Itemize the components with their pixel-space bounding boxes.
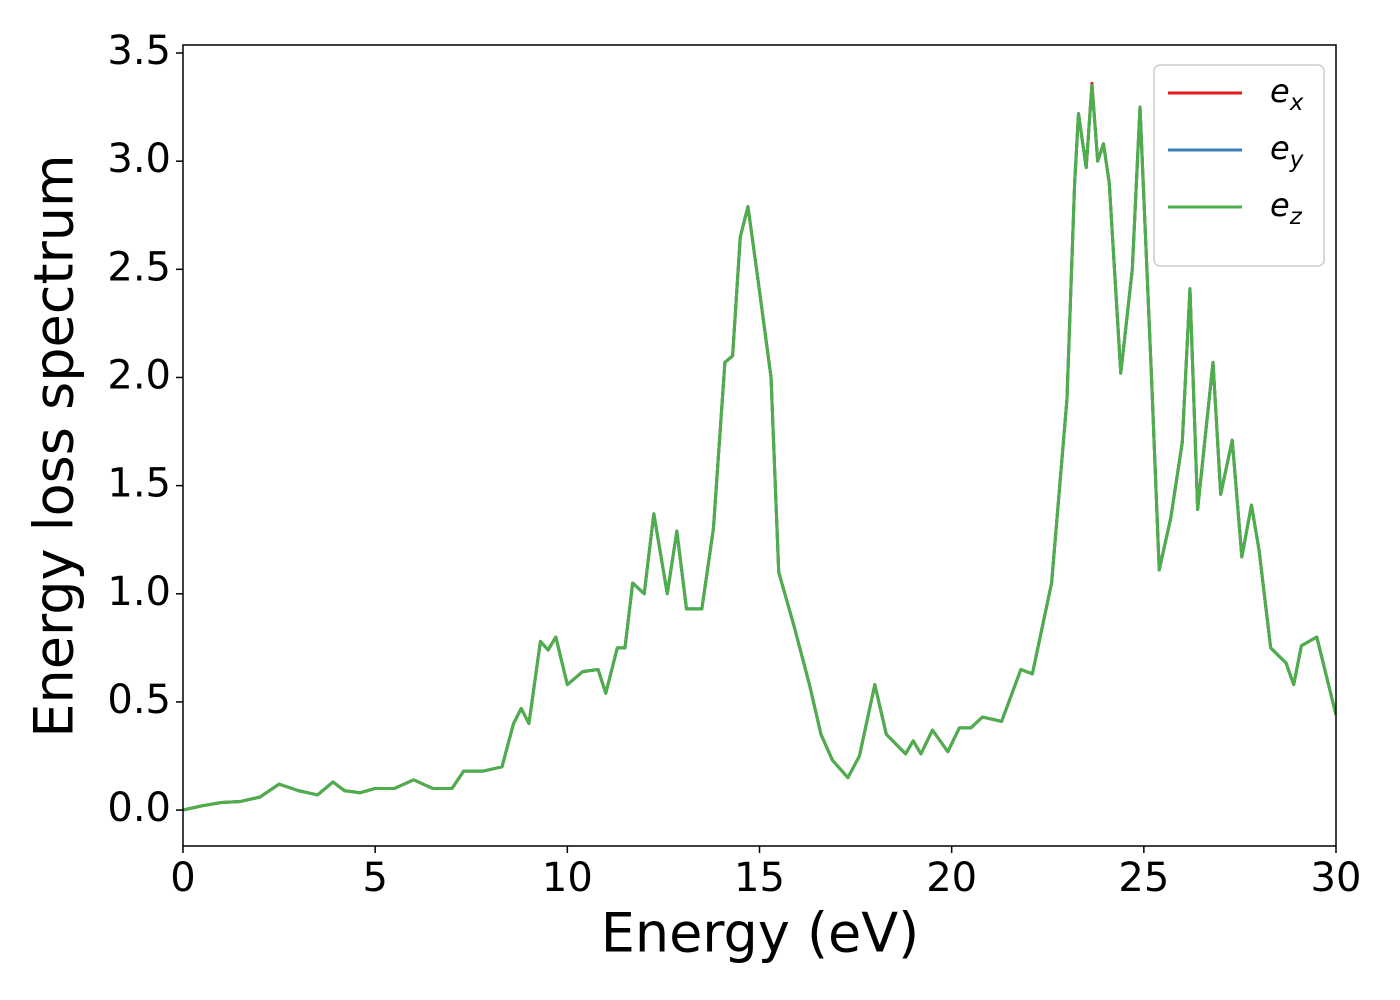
x-tick-label: 20 [926,855,977,901]
x-tick-label: 5 [362,855,387,901]
x-tick-label: 25 [1118,855,1169,901]
legend-box [1153,64,1325,267]
x-tick-label: 15 [734,855,785,901]
series-line [183,83,1336,812]
legend-label: ez [1270,186,1303,230]
legend-label: ex [1270,72,1304,116]
y-tick-label: 3.0 [107,136,171,182]
y-axis-label: Energy loss spectrum [23,154,86,737]
x-axis-label: Energy (eV) [601,902,920,965]
plot-frame [182,44,1337,847]
y-tick-label: 1.0 [107,569,171,615]
y-tick-label: 1.5 [107,461,171,507]
y-tick-label: 3.5 [107,28,171,74]
x-tick-label: 10 [542,855,593,901]
x-tick-label: 0 [170,855,195,901]
legend-label: ey [1270,129,1304,173]
y-tick-label: 0.5 [107,677,171,723]
y-tick-label: 2.0 [107,352,171,398]
x-tick-label: 30 [1311,855,1362,901]
y-tick-label: 0.0 [107,785,171,831]
y-tick-label: 2.5 [107,244,171,290]
